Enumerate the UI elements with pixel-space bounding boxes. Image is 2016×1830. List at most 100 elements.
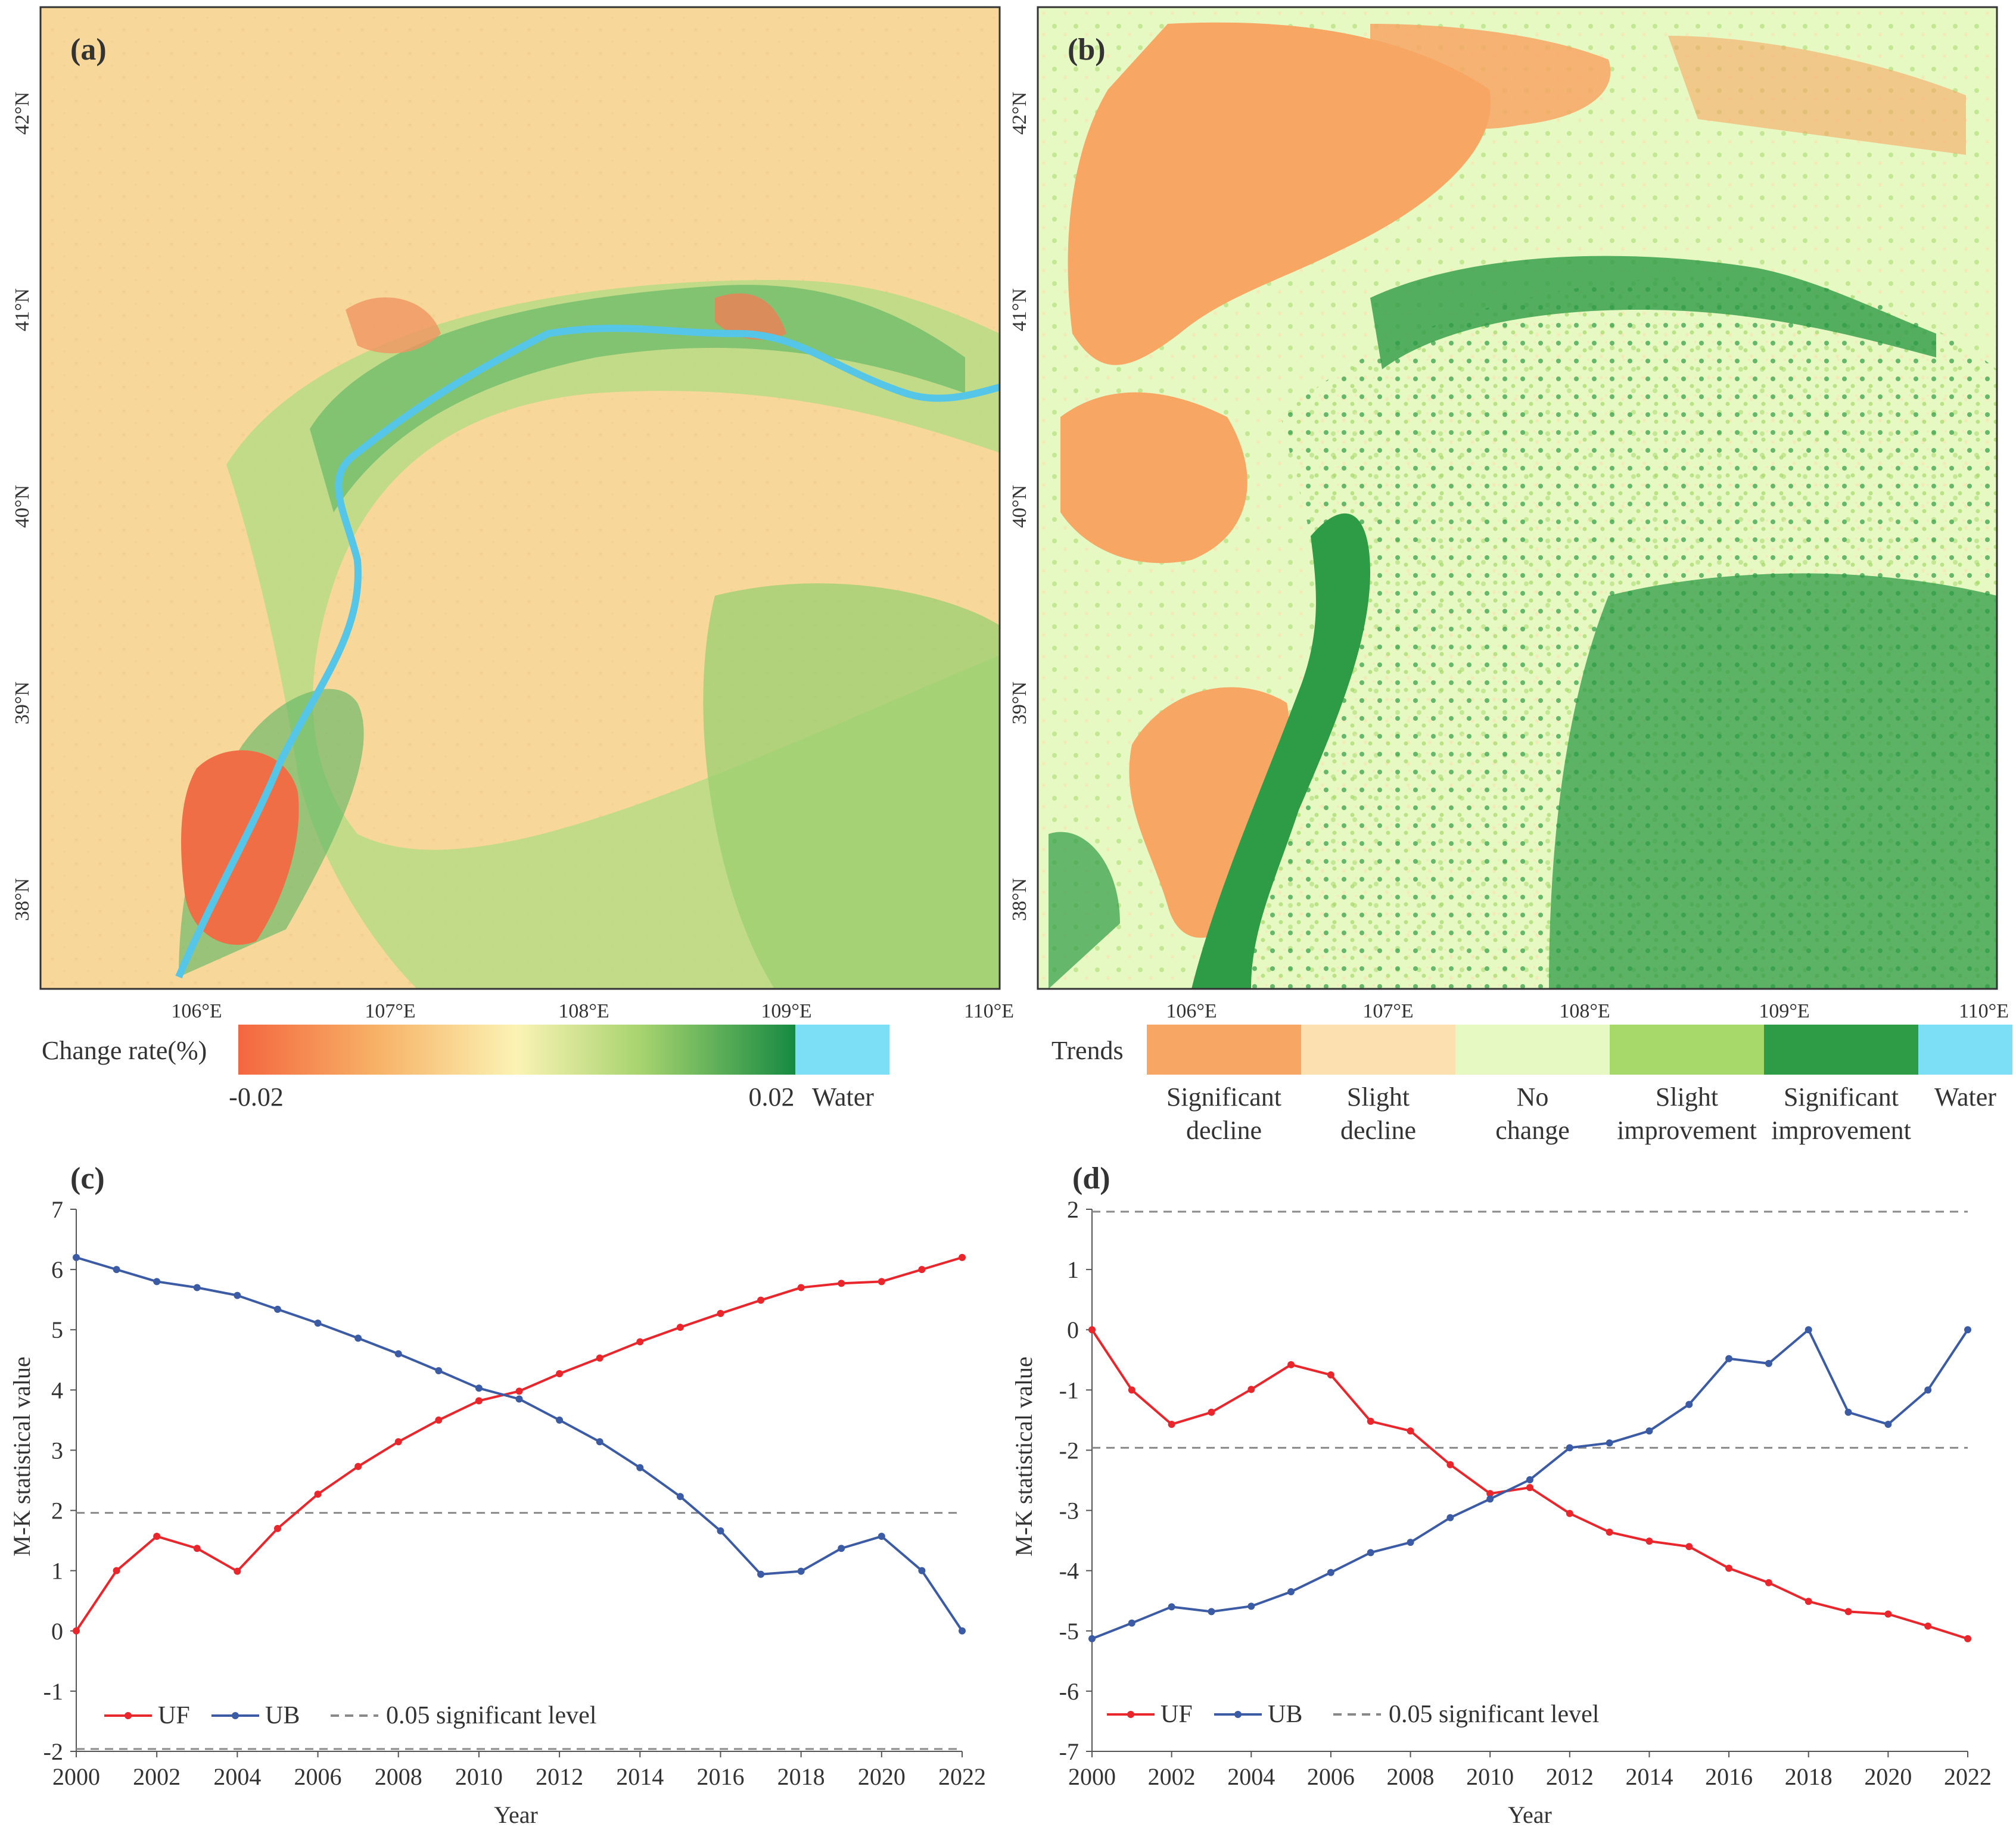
data-point-ub bbox=[1327, 1568, 1334, 1576]
x-tick-label: 2004 bbox=[1227, 1763, 1275, 1790]
y-tick-label: 6 bbox=[51, 1256, 63, 1283]
legend-c-ub-marker bbox=[232, 1712, 239, 1719]
data-point-uf bbox=[1128, 1386, 1135, 1394]
data-point-ub bbox=[314, 1319, 322, 1327]
data-point-uf bbox=[1566, 1510, 1573, 1517]
x-tick-label: 2016 bbox=[696, 1763, 744, 1790]
legend-a-water-swatch bbox=[795, 1025, 889, 1075]
y-tick-label: -4 bbox=[1059, 1558, 1079, 1585]
legend-a-water: Water bbox=[812, 1082, 874, 1112]
data-point-uf bbox=[1844, 1608, 1852, 1616]
lon-tick: 108°E bbox=[558, 1000, 609, 1022]
y-tick-label: -6 bbox=[1059, 1678, 1079, 1705]
x-tick-label: 2002 bbox=[133, 1763, 181, 1790]
y-tick-label: 0 bbox=[1067, 1317, 1079, 1343]
chart-c-xlabel: Year bbox=[494, 1801, 538, 1828]
data-point-ub bbox=[1168, 1603, 1175, 1611]
lat-tick: 42°N bbox=[1009, 92, 1031, 135]
legend-a-min: -0.02 bbox=[229, 1082, 284, 1112]
x-tick-label: 2010 bbox=[455, 1763, 503, 1790]
data-point-ub bbox=[1407, 1539, 1414, 1546]
panel-a-lon-ticks: 106°E 107°E 108°E 109°E 110°E bbox=[171, 1000, 1014, 1022]
data-point-uf bbox=[1884, 1610, 1892, 1618]
lon-tick: 106°E bbox=[171, 1000, 222, 1022]
data-point-uf bbox=[1685, 1543, 1693, 1551]
data-point-ub bbox=[797, 1567, 805, 1575]
panel-b-legend: Trends Significant decline Slight decline No… bbox=[1051, 1025, 2012, 1145]
data-point-ub bbox=[273, 1305, 281, 1313]
y-tick-label: -7 bbox=[1059, 1738, 1079, 1765]
lon-tick: 107°E bbox=[365, 1000, 415, 1022]
legend-b-class-label: change bbox=[1495, 1116, 1570, 1145]
legend-a-colorbar bbox=[238, 1025, 795, 1075]
y-tick-label: 1 bbox=[1067, 1256, 1079, 1283]
series-line-uf bbox=[75, 1256, 963, 1632]
x-tick-label: 2016 bbox=[1705, 1763, 1753, 1790]
x-tick-label: 2012 bbox=[536, 1763, 583, 1790]
legend-d-uf: UF bbox=[1161, 1701, 1193, 1728]
data-point-uf bbox=[1168, 1420, 1175, 1428]
data-point-ub bbox=[435, 1367, 443, 1374]
x-tick-label: 2002 bbox=[1148, 1763, 1196, 1790]
panel-a-legend: Change rate(%) -0.02 0.02 Water bbox=[42, 1025, 889, 1112]
data-point-uf bbox=[717, 1309, 724, 1317]
data-point-uf bbox=[1367, 1417, 1374, 1425]
y-tick-label: 0 bbox=[51, 1618, 63, 1645]
data-point-ub bbox=[1924, 1386, 1932, 1394]
chart-c-ylabel: M-K statistical value bbox=[8, 1356, 35, 1556]
data-point-uf bbox=[1287, 1361, 1295, 1368]
legend-d-uf-marker bbox=[1127, 1711, 1134, 1718]
panel-d-chart: (d) M-K statistical value Year -7 -6 -5 -4 -… bbox=[1010, 1162, 1992, 1828]
y-tick-label: -2 bbox=[1059, 1437, 1079, 1464]
data-point-ub bbox=[153, 1278, 161, 1286]
x-tick-label: 2000 bbox=[52, 1763, 100, 1790]
legend-b-class-label: improvement bbox=[1617, 1116, 1757, 1145]
data-point-uf bbox=[556, 1370, 564, 1378]
legend-b-swatch bbox=[1764, 1025, 1918, 1075]
data-point-uf bbox=[234, 1567, 241, 1575]
lon-tick: 110°E bbox=[1959, 1000, 2009, 1022]
x-tick-label: 2020 bbox=[1864, 1763, 1912, 1790]
data-point-ub bbox=[1486, 1495, 1494, 1503]
data-point-uf bbox=[435, 1416, 443, 1424]
data-point-ub bbox=[1128, 1619, 1135, 1627]
data-point-ub bbox=[113, 1266, 120, 1274]
chart-c-legend: UF UB 0.05 significant level bbox=[104, 1702, 596, 1729]
data-point-ub bbox=[1765, 1359, 1772, 1367]
data-point-ub bbox=[1367, 1549, 1374, 1557]
data-point-uf bbox=[273, 1524, 281, 1532]
chart-d-ylabel: M-K statistical value bbox=[1010, 1356, 1037, 1556]
x-tick-label: 2022 bbox=[938, 1763, 986, 1790]
legend-c-uf: UF bbox=[158, 1702, 190, 1729]
data-point-ub bbox=[475, 1384, 483, 1392]
panel-b-lon-ticks: 106°E 107°E 108°E 109°E 110°E bbox=[1166, 1000, 2009, 1022]
lat-tick: 39°N bbox=[1009, 681, 1031, 724]
panel-b-lat-ticks: 42°N 41°N 40°N 39°N 38°N bbox=[1009, 92, 1031, 921]
legend-c-ub: UB bbox=[265, 1702, 300, 1729]
panel-a-label: (a) bbox=[70, 33, 107, 67]
data-point-uf bbox=[838, 1280, 845, 1287]
y-tick-label: 1 bbox=[51, 1558, 63, 1585]
x-tick-label: 2004 bbox=[213, 1763, 261, 1790]
data-point-ub bbox=[1725, 1355, 1733, 1362]
y-tick-label: -3 bbox=[1059, 1498, 1079, 1524]
data-point-ub bbox=[878, 1533, 885, 1540]
x-tick-label: 2012 bbox=[1546, 1763, 1594, 1790]
chart-d-legend: UF UB 0.05 significant level bbox=[1107, 1701, 1599, 1728]
data-point-ub bbox=[1844, 1408, 1852, 1416]
data-point-uf bbox=[1208, 1408, 1215, 1416]
x-tick-label: 2006 bbox=[1307, 1763, 1355, 1790]
data-point-ub bbox=[676, 1493, 684, 1501]
data-point-ub bbox=[394, 1350, 402, 1358]
data-point-ub bbox=[1884, 1420, 1892, 1428]
data-point-ub bbox=[757, 1570, 765, 1578]
legend-a-title: Change rate(%) bbox=[42, 1036, 207, 1065]
legend-b-class-label: Significant bbox=[1166, 1082, 1281, 1112]
lat-tick: 40°N bbox=[1009, 485, 1031, 528]
lon-tick: 107°E bbox=[1362, 1000, 1413, 1022]
data-point-ub bbox=[1446, 1514, 1454, 1521]
y-tick-label: -1 bbox=[43, 1678, 63, 1705]
data-point-uf bbox=[596, 1354, 603, 1362]
data-point-uf bbox=[1924, 1622, 1932, 1630]
